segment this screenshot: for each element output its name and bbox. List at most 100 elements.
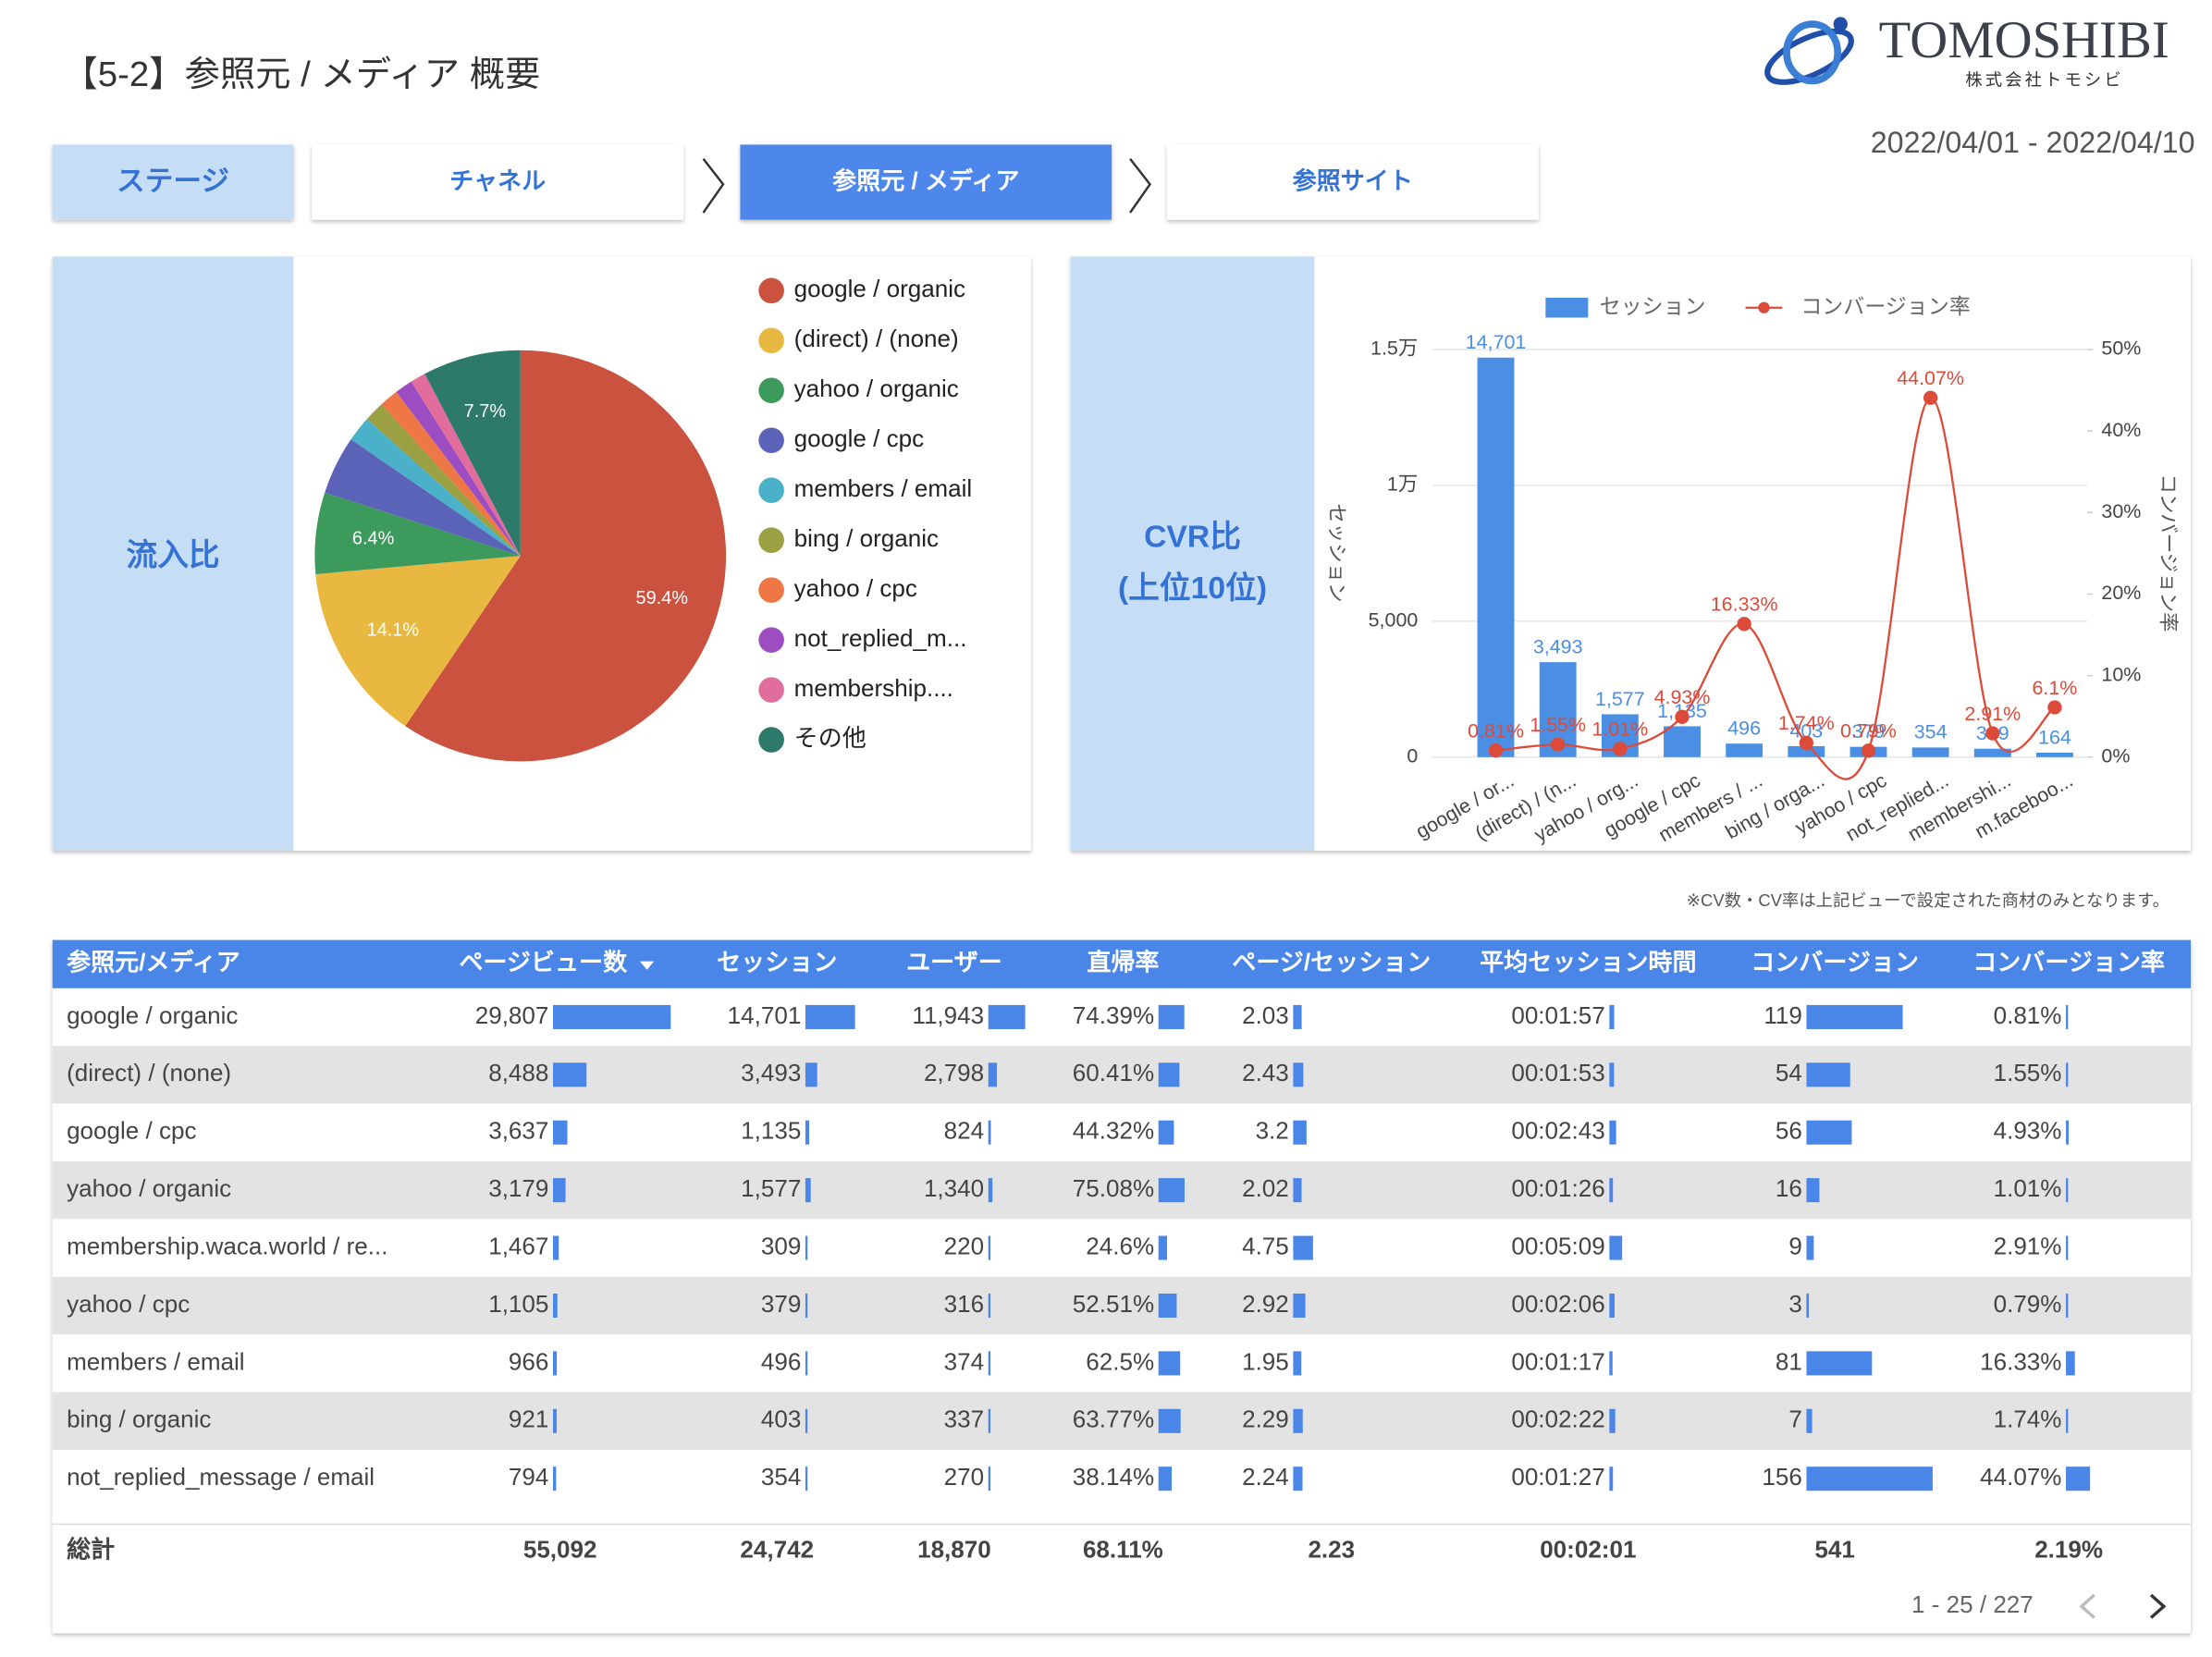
legend-label: セッション: [1600, 294, 1706, 318]
y2-tick-label: 50%: [2101, 338, 2141, 360]
tab-label[interactable]: ステージ: [117, 166, 229, 197]
cell-bar: [1806, 1467, 1933, 1491]
cell-bar: [988, 1351, 991, 1376]
cell-bar: [1293, 1120, 1307, 1145]
cell-bar: [1806, 1408, 1813, 1433]
tab[interactable]: [740, 144, 1112, 220]
cell-bar: [988, 1235, 991, 1260]
logo-emblem: [1764, 17, 1854, 85]
pagination: 1 - 25 / 227: [1911, 1590, 2034, 1618]
tab[interactable]: [52, 144, 294, 220]
legend-label: not_replied_m...: [794, 624, 967, 652]
table-cell: 3,179: [488, 1174, 548, 1202]
prev-page[interactable]: [2079, 1593, 2095, 1619]
table-cell: 824: [944, 1117, 984, 1145]
column-header[interactable]: セッション: [717, 949, 837, 976]
table-cell: 56: [1776, 1117, 1802, 1145]
y-tick-label: 5,000: [1369, 609, 1419, 632]
cell-bar: [1158, 1351, 1181, 1376]
cell-bar: [1158, 1467, 1173, 1491]
line-value-label: 1.01%: [1591, 718, 1648, 741]
table-cell: 54: [1776, 1059, 1802, 1086]
table-cell: 00:05:09: [1511, 1232, 1604, 1259]
line-point: [1737, 617, 1751, 632]
table-cell: google / cpc: [67, 1117, 196, 1145]
table-cell: bing / organic: [67, 1405, 211, 1433]
table-cell: 1,340: [924, 1174, 984, 1202]
table-cell: 2.03: [1242, 1001, 1289, 1029]
cell-bar: [805, 1467, 808, 1491]
table-row-bg: [52, 1392, 2191, 1450]
legend-swatch: [758, 677, 784, 703]
table-cell: 38.14%: [1073, 1463, 1154, 1491]
column-header[interactable]: 直帰率: [1087, 949, 1159, 976]
tab-label[interactable]: チャネル: [449, 167, 546, 195]
cell-bar: [1293, 1467, 1303, 1491]
table-cell: (direct) / (none): [67, 1059, 231, 1086]
tab[interactable]: [1166, 144, 1539, 220]
cell-bar: [2066, 1351, 2075, 1376]
pie-slice: [315, 556, 521, 727]
panel-label: CVR比: [1144, 520, 1241, 555]
bar-value-label: 1,577: [1595, 688, 1645, 710]
cell-bar: [553, 1235, 559, 1260]
cell-bar: [553, 1062, 587, 1087]
cell-bar: [1609, 1004, 1615, 1029]
table-cell: 1.01%: [1994, 1174, 2062, 1202]
pie-label: 14.1%: [367, 620, 420, 641]
next-page[interactable]: [2149, 1593, 2167, 1619]
table-cell: yahoo / organic: [67, 1174, 231, 1202]
column-header[interactable]: ユーザー: [906, 949, 1002, 976]
y2-axis-title: コンバージョン率: [2157, 473, 2179, 632]
table-cell: 3: [1788, 1290, 1802, 1318]
tab-chevron: [702, 157, 725, 214]
table-cell: 3,637: [488, 1117, 548, 1145]
line-point: [1799, 735, 1813, 751]
table-cell: 00:02:06: [1511, 1290, 1604, 1318]
cell-bar: [1806, 1351, 1873, 1376]
line-point: [1861, 743, 1876, 758]
column-header[interactable]: ページビュー数: [459, 949, 628, 976]
totals-cell: 24,742: [740, 1535, 814, 1563]
cell-bar: [2066, 1467, 2091, 1491]
totals-cell: 2.19%: [2034, 1535, 2103, 1563]
cell-bar: [1806, 1062, 1850, 1087]
column-header[interactable]: コンバージョン: [1751, 949, 1919, 976]
table-cell: 1,577: [741, 1174, 801, 1202]
table-cell: not_replied_message / email: [67, 1463, 375, 1491]
tab-label[interactable]: 参照元 / メディア: [832, 167, 1019, 195]
column-header[interactable]: 平均セッション時間: [1480, 949, 1696, 976]
legend-swatch: [758, 577, 784, 603]
cell-bar: [553, 1351, 558, 1376]
totals-cell: 541: [1814, 1535, 1854, 1563]
y2-tick-label: 0%: [2101, 744, 2130, 767]
line-point: [1985, 726, 2000, 741]
cell-bar: [1158, 1062, 1180, 1087]
table-cell: 8,488: [488, 1059, 548, 1086]
y2-tick-label: 40%: [2101, 419, 2141, 441]
column-header[interactable]: ページ/セッション: [1232, 949, 1431, 976]
table-cell: 2.02: [1242, 1174, 1289, 1202]
cell-bar: [2066, 1293, 2069, 1318]
legend-label: google / organic: [794, 275, 965, 302]
table-cell: 60.41%: [1073, 1059, 1154, 1086]
table-cell: 00:02:43: [1511, 1117, 1604, 1145]
table-cell: 270: [944, 1463, 984, 1491]
table-cell: 316: [944, 1290, 984, 1318]
cell-bar: [1806, 1235, 1814, 1260]
cell-bar: [988, 1004, 1026, 1029]
cell-bar: [1158, 1408, 1181, 1433]
y-tick-label: 1万: [1387, 473, 1418, 496]
totals-cell: 68.11%: [1083, 1535, 1163, 1563]
table-cell: 44.07%: [1980, 1463, 2061, 1491]
legend-swatch: [1758, 301, 1770, 313]
tab[interactable]: [312, 144, 684, 220]
cell-bar: [1609, 1178, 1614, 1203]
column-header[interactable]: 参照元/メディア: [67, 949, 240, 976]
tab-label[interactable]: 参照サイト: [1293, 167, 1413, 195]
table-cell: 309: [761, 1232, 801, 1259]
line-value-label: 1.74%: [1778, 712, 1835, 734]
cell-bar: [2066, 1004, 2069, 1029]
column-header[interactable]: コンバージョン率: [1972, 949, 2165, 976]
